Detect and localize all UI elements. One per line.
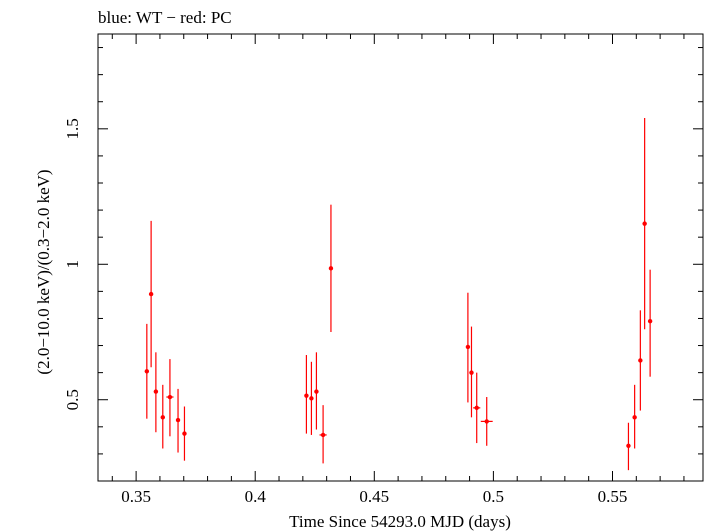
axis-ticks [98, 34, 703, 482]
data-point [148, 220, 154, 368]
data-marker [175, 417, 181, 423]
data-point [638, 310, 643, 411]
data-point [642, 117, 647, 330]
data-point [473, 372, 481, 444]
data-point [144, 323, 150, 419]
data-point [304, 355, 309, 434]
data-point [175, 388, 181, 453]
data-point [314, 352, 319, 430]
y-tick-label: 0.5 [63, 389, 82, 410]
data-point [480, 397, 493, 446]
data-marker [144, 369, 150, 374]
data-marker [182, 431, 187, 436]
data-marker [647, 318, 653, 324]
data-marker [160, 415, 165, 420]
data-marker [167, 394, 173, 400]
data-point [319, 405, 327, 464]
data-marker [153, 389, 159, 394]
x-axis-label: Time Since 54293.0 MJD (days) [289, 512, 511, 531]
data-point [166, 359, 174, 437]
data-point [309, 361, 314, 435]
x-tick-label: 0.4 [245, 487, 267, 506]
data-marker [632, 415, 637, 420]
data-marker [320, 432, 326, 438]
data-marker [474, 405, 479, 411]
x-tick-label: 0.45 [359, 487, 389, 506]
data-point [647, 269, 653, 377]
data-marker [328, 266, 334, 271]
data-point [153, 352, 159, 433]
data-point [328, 204, 334, 332]
x-tick-label: 0.5 [483, 487, 504, 506]
data-marker [638, 358, 643, 363]
data-marker [465, 344, 471, 350]
axis-tick-labels: 0.35 0.4 0.45 0.5 0.55 0.5 1 1.5 [63, 118, 627, 506]
data-point [626, 422, 631, 471]
data-points [144, 117, 653, 471]
data-point [160, 384, 165, 449]
data-marker [626, 443, 631, 448]
data-marker [642, 221, 647, 226]
chart-title: blue: WT − red: PC [98, 8, 232, 27]
data-marker [304, 393, 309, 398]
x-tick-label: 0.35 [121, 487, 151, 506]
data-marker [148, 291, 154, 297]
data-marker [314, 389, 319, 394]
data-point [182, 406, 187, 461]
y-tick-label: 1.5 [63, 118, 82, 139]
data-marker [309, 396, 314, 401]
plot-frame [97, 33, 704, 482]
data-point [469, 326, 474, 418]
data-point [465, 292, 471, 403]
y-tick-label: 1 [63, 260, 82, 269]
x-tick-label: 0.55 [598, 487, 628, 506]
data-marker [469, 370, 474, 375]
y-axis-label: (2.0−10.0 keV)/(0.3−2.0 keV) [34, 169, 53, 374]
data-marker [484, 419, 489, 424]
data-point [632, 384, 637, 449]
